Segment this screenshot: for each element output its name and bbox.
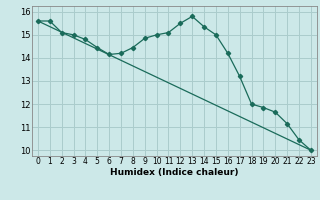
X-axis label: Humidex (Indice chaleur): Humidex (Indice chaleur) — [110, 168, 239, 177]
